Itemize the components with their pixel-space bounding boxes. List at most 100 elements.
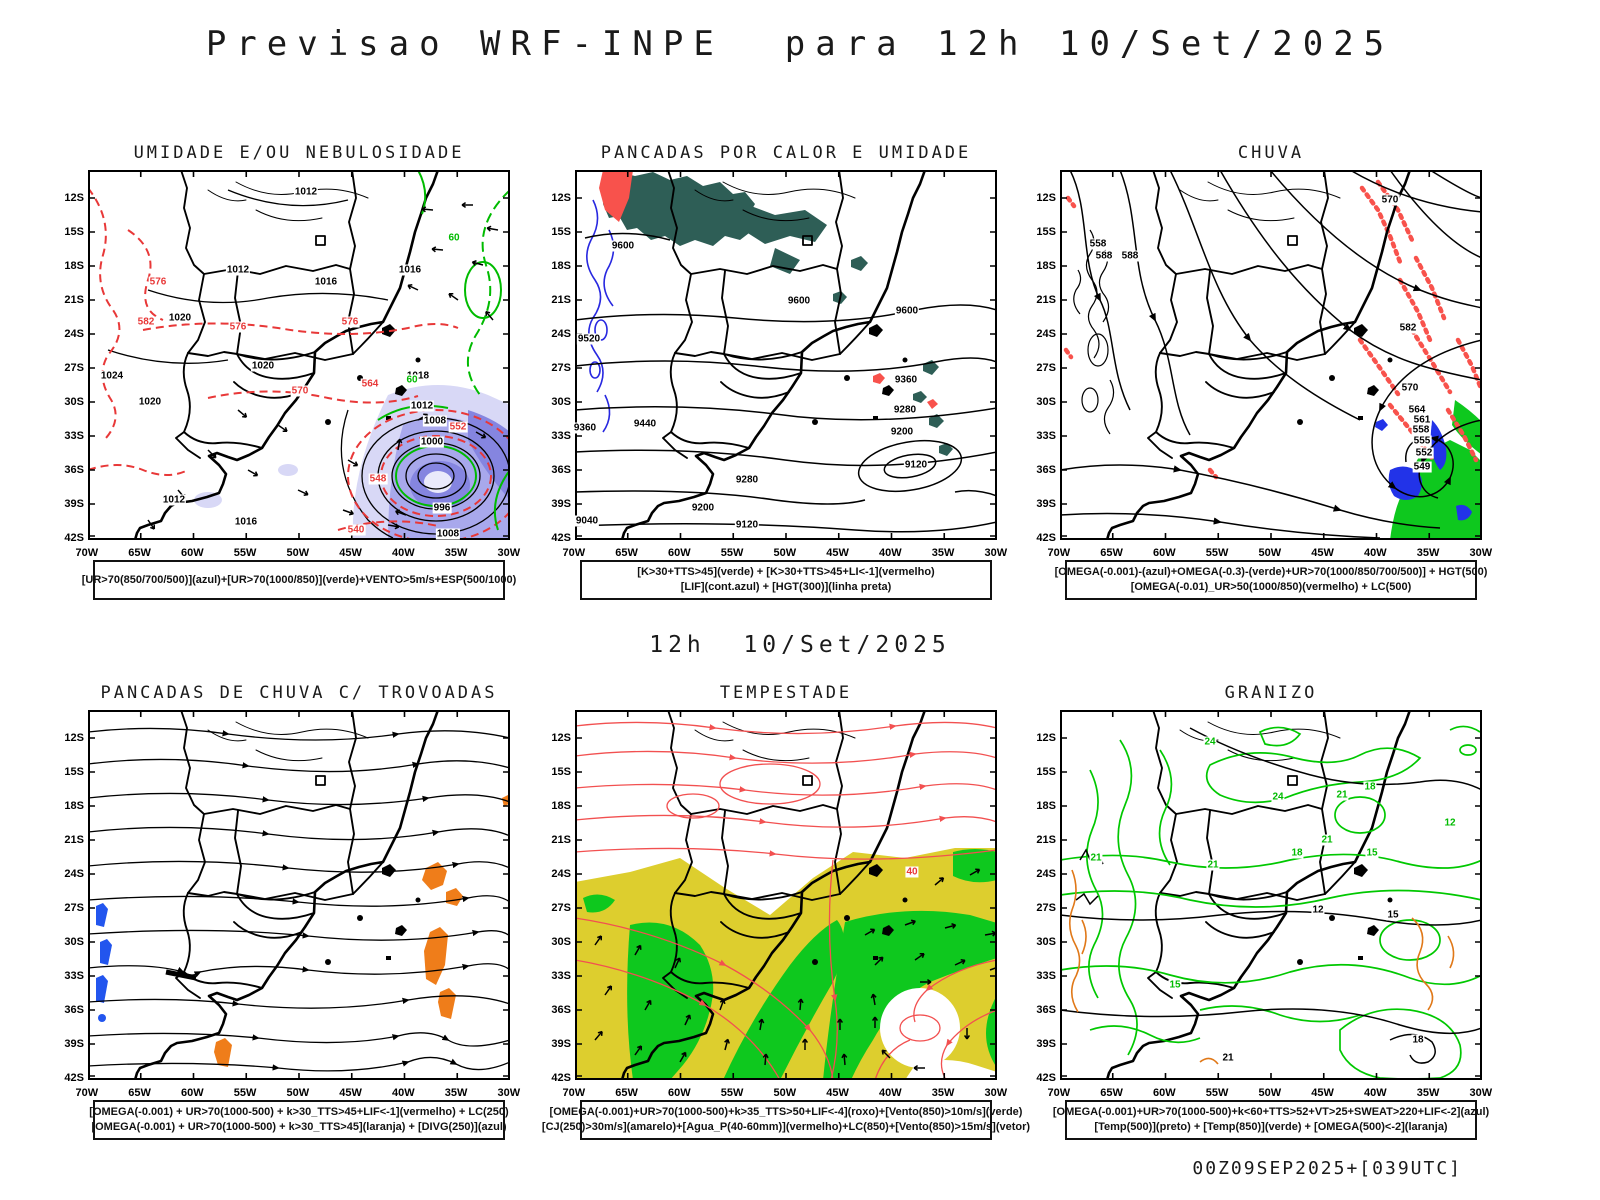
contour-label: 9440 — [632, 418, 658, 430]
contour-label: 40 — [905, 866, 919, 878]
caption-box-trovoadas: [OMEGA(-0.001) + UR>70(1000-500) + k>30_… — [89, 1100, 509, 1140]
lat-axis-label: 15S — [1036, 226, 1056, 238]
lon-axis-label: 65W — [615, 547, 638, 559]
lat-axis-label: 39S — [551, 498, 571, 510]
shower-fill-orange — [214, 795, 510, 1067]
lat-axis-label: 27S — [1036, 362, 1056, 374]
lon-axis-label: 70W — [1047, 1087, 1071, 1099]
lat-axis-label: 33S — [551, 970, 571, 982]
map-canvas-trovoadas — [88, 710, 510, 1080]
temp850-contours-green — [1060, 725, 1482, 1080]
contour-label: 12 — [1443, 817, 1457, 829]
contour-label: 21 — [1221, 1052, 1235, 1064]
lon-axis-label: 50W — [773, 1087, 797, 1099]
contour-label: 9600 — [786, 295, 812, 307]
contour-label: 1012 — [293, 186, 319, 198]
contour-label: 582 — [1398, 322, 1418, 334]
lat-axis-label: 24S — [1036, 868, 1056, 880]
contour-label: 9360 — [893, 374, 919, 386]
contour-label: 21 — [1335, 789, 1349, 801]
contour-label: 996 — [432, 502, 452, 514]
caption-line: [OMEGA(-0.001)+UR>70(1000-500)+k<60+TTS>… — [1052, 1106, 1490, 1118]
contour-label: 9040 — [574, 515, 600, 527]
lon-axis-label: 70W — [562, 1087, 586, 1099]
lat-axis-label: 12S — [1036, 192, 1056, 204]
lon-axis-label: 35W — [1416, 1087, 1440, 1099]
panel-title: UMIDADE E/OU NEBULOSIDADE — [133, 143, 465, 163]
caption-line: [UR>70(850/700/500)](azul)+[UR>70(1000/8… — [81, 573, 517, 586]
map-trovoadas: 12S 15S 18S 21S 24S 27S 30S 33S 36S 39S 42S 70W 65W 6… — [64, 710, 520, 1099]
lat-axis-label: 30S — [64, 936, 84, 948]
contour-label: 576 — [148, 276, 168, 288]
lat-axis-label: 18S — [64, 260, 84, 272]
contour-label: 570 — [290, 385, 310, 397]
lon-axis-label: 70W — [75, 547, 99, 559]
lon-axis-label: 35W — [444, 547, 468, 559]
lon-axis-label: 55W — [233, 1087, 257, 1099]
lat-axis-label: 30S — [1036, 396, 1056, 408]
lon-axis-label: 70W — [75, 1087, 99, 1099]
contour-label: 24 — [1203, 736, 1217, 748]
lon-axis-label: 55W — [720, 547, 744, 559]
contour-label: 549 — [1412, 461, 1432, 473]
contour-label: 15 — [1168, 979, 1182, 991]
contour-label: 9120 — [734, 519, 760, 531]
caption-box-umidade: [UR>70(850/700/500)](azul)+[UR>70(1000/8… — [82, 560, 516, 600]
panel-umidade: UMIDADE E/OU NEBULOSIDADE — [64, 142, 520, 600]
lat-axis-label: 21S — [64, 294, 84, 306]
lat-axis-label: 27S — [551, 362, 571, 374]
lon-axis-label: 40W — [1364, 547, 1387, 559]
lon-axis-label: 45W — [339, 547, 362, 559]
lon-axis-label: 55W — [233, 547, 257, 559]
lat-axis-label: 33S — [551, 430, 571, 442]
lon-axis-label: 30W — [984, 1087, 1008, 1099]
instability-fill-teal — [603, 170, 953, 456]
lon-axis-label: 40W — [879, 1087, 902, 1099]
contour-label: 21 — [1320, 834, 1334, 846]
lat-axis-label: 30S — [551, 396, 571, 408]
map-canvas-tempestade — [575, 710, 997, 1080]
lon-axis-label: 35W — [444, 1087, 468, 1099]
contour-label: 15 — [1365, 847, 1379, 859]
lon-axis-label: 40W — [1364, 1087, 1387, 1099]
panel-title: PANCADAS DE CHUVA C/ TROVOADAS — [100, 683, 498, 703]
lat-axis-label: 12S — [551, 192, 571, 204]
contour-label: 1008 — [435, 528, 461, 540]
lat-axis-label: 36S — [551, 1004, 571, 1016]
lat-axis-label: 24S — [551, 868, 571, 880]
lon-axis-label: 60W — [1153, 547, 1176, 559]
contour-label: 555 — [1412, 435, 1432, 447]
contour-label: 558 — [1411, 424, 1431, 436]
lon-axis-label: 50W — [1258, 547, 1282, 559]
lat-axis-label: 42S — [551, 532, 571, 544]
caption-line: [OMEGA(-0.001) + UR>70(1000-500) + k>30_… — [91, 1121, 507, 1133]
panel-granizo: GRANIZO — [1036, 682, 1492, 1140]
lat-axis-label: 36S — [64, 1004, 84, 1016]
panel-title: GRANIZO — [1224, 683, 1318, 703]
run-timestamp: 00Z09SEP2025+[039UTC] — [1192, 1158, 1462, 1179]
contour-label: 9280 — [892, 404, 918, 416]
lat-axis-label: 18S — [551, 800, 571, 812]
lat-axis-label: 12S — [64, 732, 84, 744]
lat-axis-label: 18S — [64, 800, 84, 812]
lon-axis-label: 45W — [339, 1087, 362, 1099]
map-canvas-chuva — [1060, 170, 1482, 540]
lat-axis-label: 39S — [551, 1038, 571, 1050]
streamlines-red — [575, 721, 997, 1080]
contour-label: 564 — [1407, 404, 1427, 416]
cyclone-eye — [880, 988, 960, 1068]
contour-label: 558 — [1088, 238, 1108, 250]
lon-axis-label: 45W — [1311, 1087, 1334, 1099]
lat-axis-label: 24S — [1036, 328, 1056, 340]
lat-axis-label: 30S — [64, 396, 84, 408]
lon-axis-label: 55W — [720, 1087, 744, 1099]
lat-axis-label: 24S — [551, 328, 571, 340]
contour-label: 576 — [228, 321, 248, 333]
divergence-fill-blue — [96, 903, 112, 1022]
lat-axis-label: 24S — [64, 868, 84, 880]
lon-axis-label: 45W — [826, 547, 849, 559]
lon-axis-label: 50W — [286, 1087, 310, 1099]
contour-label: 1008 — [422, 415, 448, 427]
mid-date-label: 12h 10/Set/2025 — [649, 632, 951, 658]
caption-line: [K>30+TTS>45](verde) + [K>30+TTS>45+LI<-… — [637, 566, 935, 578]
